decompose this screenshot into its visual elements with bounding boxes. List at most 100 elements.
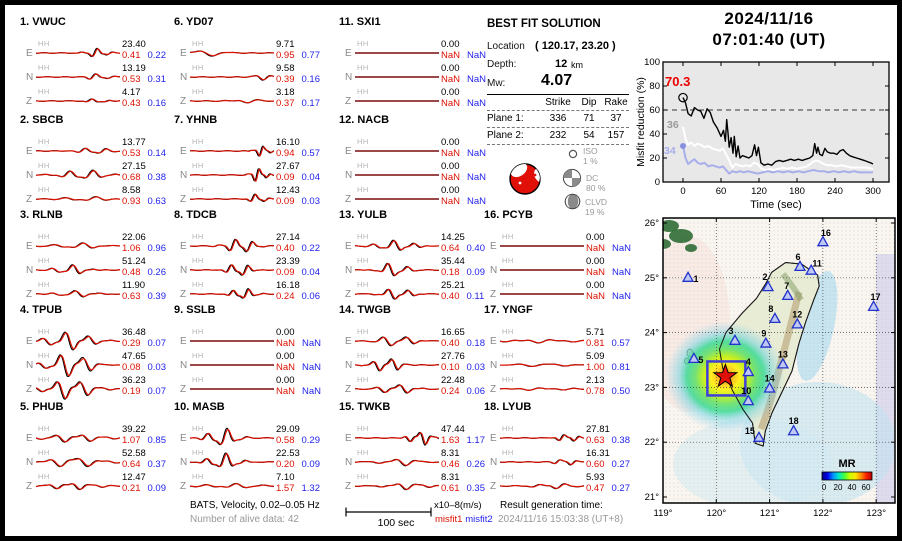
trace-values: 0.00 NaN NaN [441,137,491,159]
misfit2-value: 0.39 [147,291,167,302]
trace-values: 47.44 1.63 1.17 [441,424,491,446]
waveform-trace [36,169,120,179]
channel-label: HH [38,327,50,336]
station-block: 1. VWUC E HH 23.40 0.41 0.22 N HH 13.19 0… [18,16,170,116]
depth-value: 12 [555,58,568,70]
waveform-trace [190,364,274,366]
trace-area: HH [190,185,274,211]
waveform-row: N HH 0.00 NaN NaN [337,63,489,89]
misfit1-value: 0.64 [122,459,141,470]
trace-values: 7.10 1.57 1.32 [276,472,326,494]
waveform-row: E HH 0.00 NaN NaN [172,327,324,353]
station-block: 15. TWKB E HH 47.44 1.63 1.17 N HH 8.31 0… [337,401,489,501]
svg-text:MR: MR [838,458,855,470]
amplitude-value: 27.14 [276,232,300,243]
component-label: N [345,360,353,371]
waveform-trace [190,482,274,489]
channel-label: HH [38,280,50,289]
trace-area: HH [355,448,439,474]
misfit2-value: NaN [467,98,487,109]
waveform-row: E HH 0.00 NaN NaN [337,137,491,163]
waveform-row: Z HH 0.00 NaN NaN [337,185,489,211]
station-marker [768,312,782,324]
amplitude-value: 2.13 [586,375,605,386]
trace-area: HH [190,327,274,353]
misfit2-value: 0.11 [466,291,485,302]
station-title: 18. LYUB [484,401,532,413]
trace-values: 27.81 0.63 0.38 [586,424,636,446]
waveform-row: N HH 23.39 0.09 0.04 [172,256,324,282]
misfit1-value: NaN [586,267,606,278]
waveform-row: Z HH 11.90 0.63 0.39 [18,280,170,306]
misfit2-value: 0.81 [611,362,631,373]
waveform-trace [500,245,584,247]
svg-text:40: 40 [848,483,857,492]
component-label: Z [180,289,187,300]
trace-values: 14.25 0.64 0.40 [441,232,491,254]
waveform-row: N HH 27.76 0.10 0.03 [337,351,489,377]
trace-area: HH [190,232,274,258]
waveform-trace [36,196,120,201]
misfit1-value: NaN [276,338,296,349]
plane1-rake: 37 [610,113,622,124]
waveform-trace [355,150,439,152]
trace-area: HH [355,232,439,258]
channel-label: HH [357,280,369,289]
svg-text:10: 10 [741,386,751,396]
channel-label: HH [502,280,514,289]
table-rule-1 [487,110,629,111]
misfit1-value: 0.40 [441,338,460,349]
waveform-trace [190,427,274,446]
waveform-trace [36,290,120,298]
svg-text:100: 100 [644,57,660,68]
scalebar-label: 100 sec [377,517,415,529]
misfit2-value: 0.03 [147,362,167,373]
misfit1-value: 0.18 [441,267,460,278]
svg-text:12: 12 [792,309,802,319]
component-label: Z [26,289,33,300]
trace-area: HH [355,137,439,163]
station-title: 4. TPUB [20,304,63,316]
trace-values: 16.18 0.24 0.06 [276,280,326,302]
channel-label: HH [502,327,514,336]
trace-area: HH [355,39,439,65]
trace-values: 5.93 0.47 0.27 [586,472,636,494]
trace-area: HH [500,472,584,498]
station-title: 13. YULB [339,209,388,221]
plane1-dip: 71 [583,113,595,124]
misfit1-legend: misfit1 [435,514,463,525]
station-marker [728,333,742,345]
trace-area: HH [500,280,584,306]
misfit2-value: 0.96 [147,243,167,254]
misfit2-value: NaN [302,362,322,373]
svg-text:60: 60 [649,105,660,116]
waveform-row: N HH 52.58 0.64 0.37 [18,448,170,474]
trace-values: 25.21 0.40 0.11 [441,280,491,302]
trace-values: 0.00 NaN NaN [276,351,326,373]
trace-values: 5.09 1.00 0.81 [586,351,636,373]
svg-text:8: 8 [768,304,773,314]
component-label: N [180,457,188,468]
component-label: N [26,170,34,181]
trace-area: HH [36,375,120,401]
waveform-trace [190,145,274,157]
trace-values: 16.31 0.60 0.27 [586,448,636,470]
misfit2-value: 1.17 [466,435,486,446]
channel-label: HH [192,448,204,457]
misfit2-value: 0.38 [611,435,631,446]
misfit1-value: NaN [441,74,461,85]
svg-text:0: 0 [655,177,660,188]
misfit1-value: 1.00 [586,362,605,373]
svg-text:11: 11 [812,259,822,269]
clvd-label: CLVD 19 % [585,197,608,217]
component-label: N [180,170,188,181]
station-block: 13. YULB E HH 14.25 0.64 0.40 N HH 35.44 … [337,209,489,309]
waveform-row: E HH 27.81 0.63 0.38 [482,424,636,450]
amplitude-value: 0.00 [586,280,605,291]
misfit2-value: 0.37 [147,459,167,470]
misfit1-value: 0.58 [276,435,295,446]
waveform-trace [36,483,120,491]
svg-text:6: 6 [795,252,800,262]
misfit2-value: NaN [302,338,322,349]
iso-label: ISO 1 % [583,146,598,166]
